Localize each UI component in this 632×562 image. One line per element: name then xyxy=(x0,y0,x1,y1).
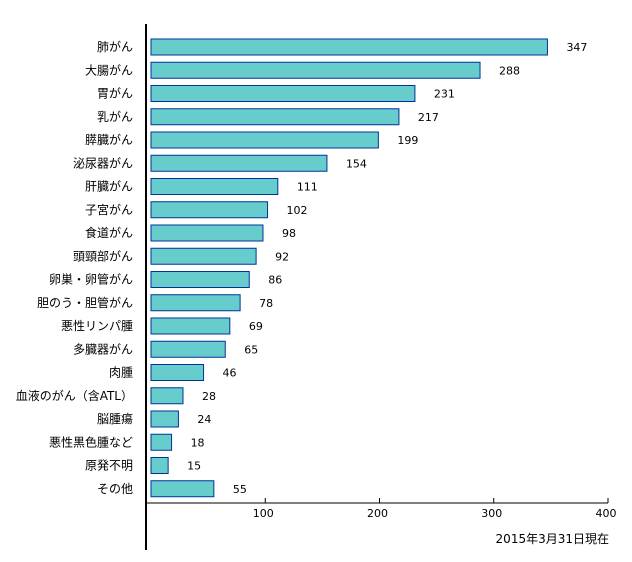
category-label-0: 肺がん xyxy=(97,39,133,54)
bar-10 xyxy=(150,271,250,288)
value-label-6: 111 xyxy=(297,181,318,194)
category-label-18: 原発不明 xyxy=(85,459,133,473)
bars-group xyxy=(150,38,548,498)
x-tick-label-2: 300 xyxy=(481,507,502,520)
bar-18 xyxy=(150,457,169,474)
x-tick-label-3: 400 xyxy=(596,507,617,520)
category-label-9: 頭頸部がん xyxy=(73,248,133,263)
bar-7 xyxy=(150,201,269,219)
value-label-1: 288 xyxy=(499,64,520,77)
bar-13 xyxy=(150,340,226,358)
category-label-5: 泌尿器がん xyxy=(73,155,133,170)
value-label-16: 24 xyxy=(197,413,211,426)
value-label-5: 154 xyxy=(346,157,367,170)
category-labels: 肺がん大腸がん胃がん乳がん膵臓がん泌尿器がん肝臓がん子宮がん食道がん頭頸部がん卵… xyxy=(16,39,133,496)
category-label-13: 多臓器がん xyxy=(73,341,133,356)
bar-12 xyxy=(150,317,231,335)
category-label-11: 胆のう・胆管がん xyxy=(37,295,133,310)
value-label-14: 46 xyxy=(223,367,237,380)
x-tick-label-1: 200 xyxy=(367,507,388,520)
value-label-7: 102 xyxy=(287,204,308,217)
bar-9 xyxy=(150,247,257,265)
bar-8 xyxy=(150,224,264,242)
x-axis-ticks: 100 200 300 400 xyxy=(253,498,617,520)
bar-16 xyxy=(150,410,179,428)
bar-19 xyxy=(150,480,215,498)
category-label-12: 悪性リンパ腫 xyxy=(61,319,133,333)
category-label-14: 肉腫 xyxy=(109,366,133,380)
bar-1 xyxy=(150,61,481,79)
category-label-19: その他 xyxy=(97,482,133,496)
bar-15 xyxy=(150,387,184,405)
value-label-8: 98 xyxy=(282,227,296,240)
category-label-8: 食道がん xyxy=(85,225,133,240)
category-label-15: 血液のがん（含ATL） xyxy=(16,388,133,403)
value-label-13: 65 xyxy=(244,343,258,356)
category-label-2: 胃がん xyxy=(97,86,133,101)
bar-0 xyxy=(150,38,548,56)
bar-14 xyxy=(150,364,205,381)
value-label-15: 28 xyxy=(202,390,216,403)
category-label-10: 卵巣・卵管がん xyxy=(49,272,133,287)
date-note: 2015年3月31日現在 xyxy=(496,532,609,546)
bar-2 xyxy=(150,85,416,102)
value-label-12: 69 xyxy=(249,320,263,333)
value-label-18: 15 xyxy=(187,460,201,473)
x-tick-label-0: 100 xyxy=(253,507,274,520)
value-label-11: 78 xyxy=(259,297,273,310)
value-label-4: 199 xyxy=(397,134,418,147)
category-label-6: 肝臓がん xyxy=(85,179,133,194)
value-label-0: 347 xyxy=(566,41,587,54)
bar-6 xyxy=(150,178,279,195)
category-label-17: 悪性黒色腫など xyxy=(49,435,133,449)
bar-17 xyxy=(150,433,173,451)
value-label-10: 86 xyxy=(268,274,282,287)
value-label-9: 92 xyxy=(275,250,289,263)
bar-4 xyxy=(150,131,379,149)
category-label-7: 子宮がん xyxy=(85,202,133,217)
value-label-17: 18 xyxy=(191,436,205,449)
bar-11 xyxy=(150,294,241,312)
bar-5 xyxy=(150,154,328,172)
value-label-19: 55 xyxy=(233,483,247,496)
category-label-1: 大腸がん xyxy=(85,62,133,77)
bar-3 xyxy=(150,108,400,126)
value-label-2: 231 xyxy=(434,88,455,101)
category-label-3: 乳がん xyxy=(97,109,133,124)
category-label-16: 脳腫瘍 xyxy=(97,411,133,426)
category-label-4: 膵臓がん xyxy=(85,132,133,147)
value-label-3: 217 xyxy=(418,111,439,124)
